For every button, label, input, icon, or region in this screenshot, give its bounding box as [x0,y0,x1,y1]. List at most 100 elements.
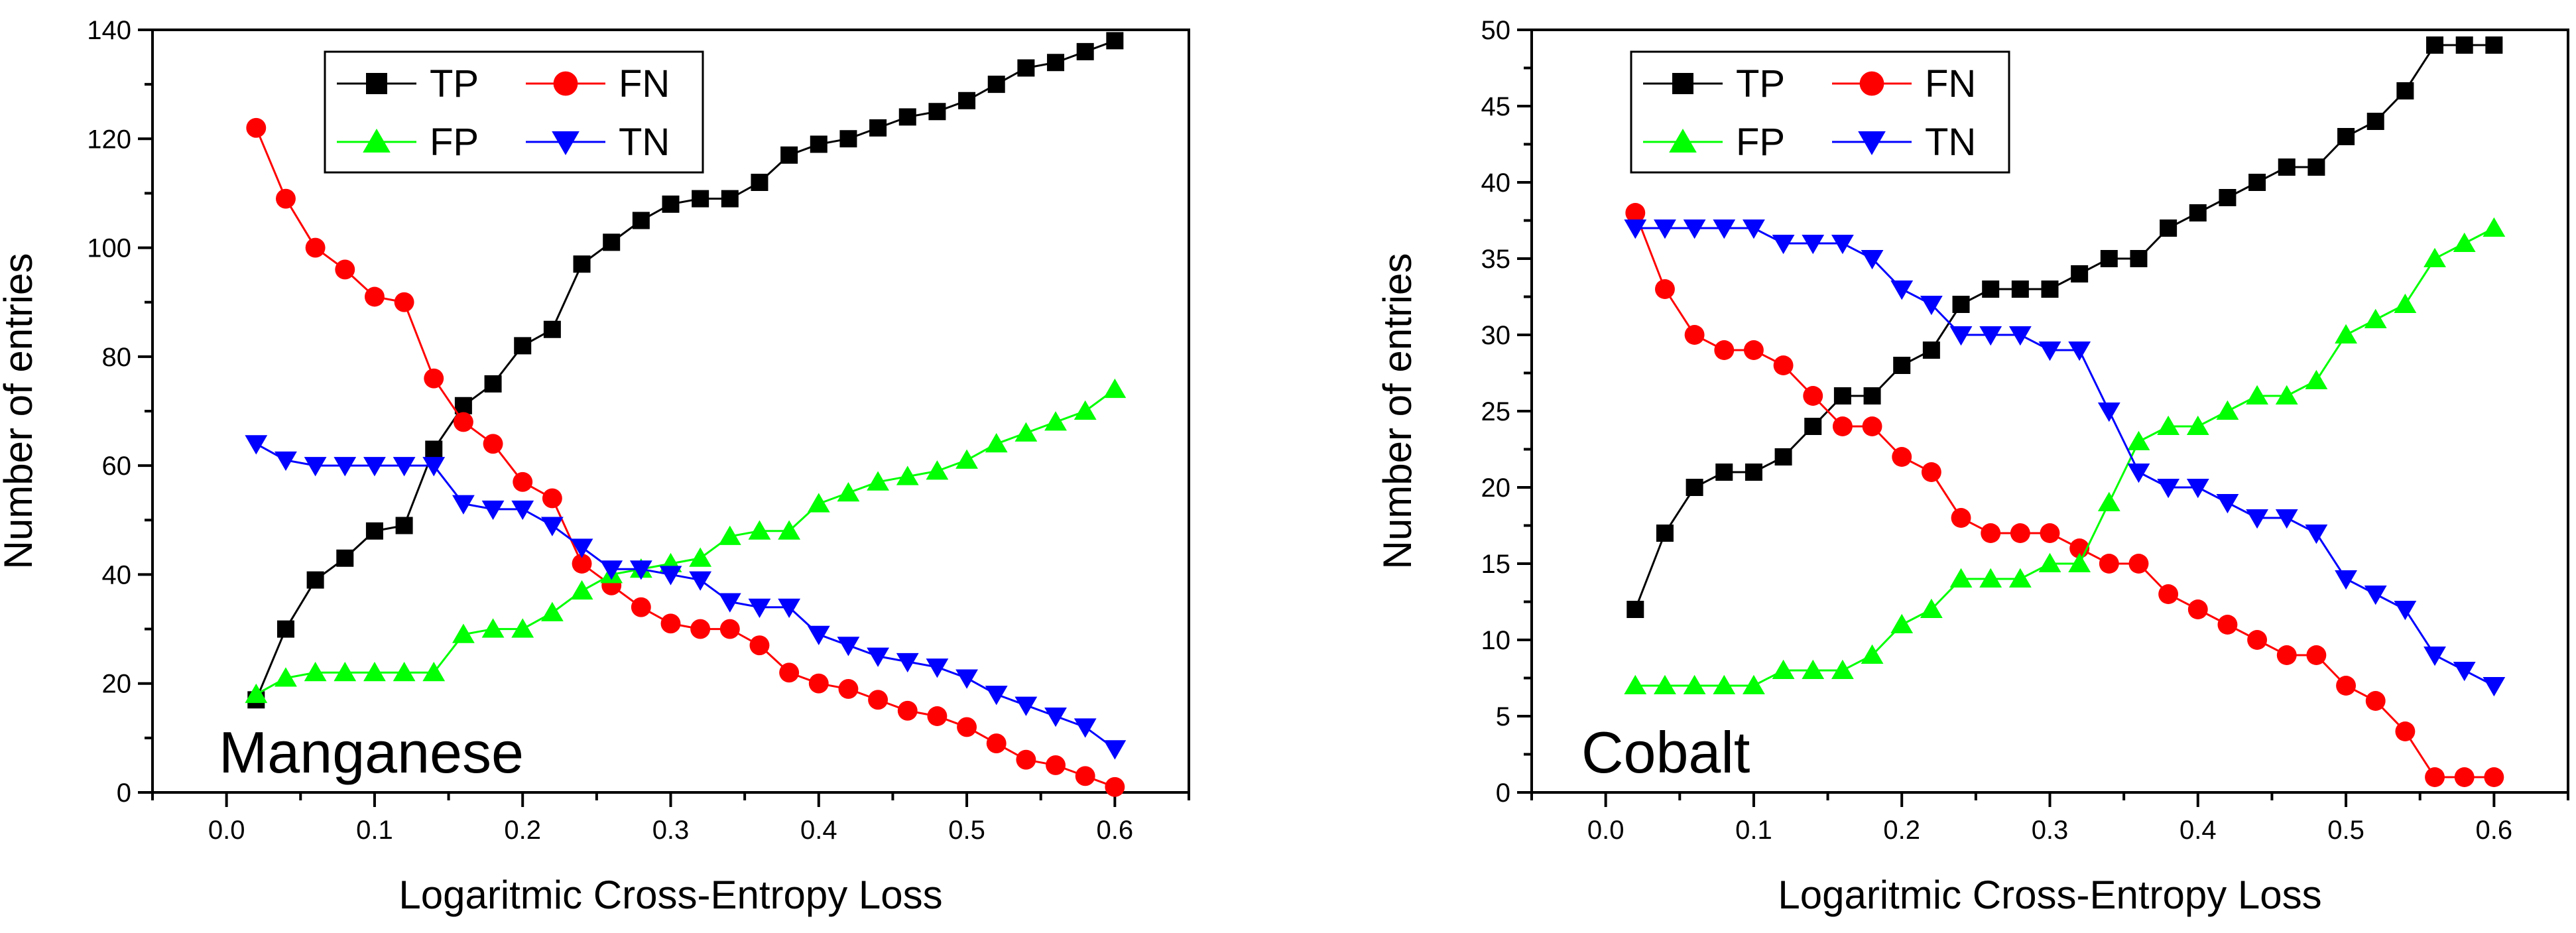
panel-1-point-fn [986,733,1007,754]
panel-2-point-tn [1683,219,1706,239]
panel-1-point-tn [1103,740,1127,760]
panel-2-point-fp [2483,217,2506,237]
panel-1-x-tick-label: 0.2 [504,816,541,845]
panel-1-point-tp [839,130,857,148]
panel-1-point-fn [838,678,859,699]
panel-2-point-tp [2041,280,2059,298]
panel-1-y-tick-label: 120 [87,125,131,154]
panel-1-point-tn [955,669,978,689]
panel-2-point-tp [1626,601,1644,618]
panel-1-point-tn [807,625,830,646]
panel-2-point-fp [1683,674,1706,694]
panel-1-series-line-tn [255,442,1116,750]
panel-1-point-fp [807,493,830,513]
panel-2-legend-label-tp: TP [1736,62,1785,105]
panel-1-legend-marker-fn [553,71,578,96]
panel-1-point-fn [1105,777,1125,797]
panel-2-point-tn [1624,219,1647,239]
panel-1-point-tp [721,190,739,208]
panel-1-point-tp [276,620,294,638]
panel-2-point-fp [1743,674,1765,694]
panel-2-point-fn [1625,203,1646,223]
panel-1-point-tp [958,92,976,109]
panel-2-x-tick-label: 0.4 [2179,816,2217,845]
panel-2-point-fp [2394,293,2417,313]
panel-1-legend-label-fp: FP [430,121,479,164]
panel-2-y-tick-label: 50 [1481,16,1511,45]
panel-1-legend-label-fn: FN [619,62,670,105]
panel-1-point-tn [570,538,593,558]
panel-1-y-tick-label: 80 [102,343,132,372]
panel-2-point-tp [2366,113,2384,130]
panel-2-legend-label-tn: TN [1925,121,1976,164]
panel-1-point-fn [453,412,473,432]
panel-1-point-tp [869,119,887,137]
panel-2-point-tn [2423,647,2446,666]
panel-2-point-fp [1713,674,1736,694]
panel-2-legend-marker-tn [1858,131,1886,155]
panel-1-legend-marker-tp [366,73,387,94]
panel-1-point-tp [987,76,1005,93]
panel-1-point-tp [306,571,324,589]
panel-2-point-fn [2010,523,2030,543]
panel-2-point-tn [2453,662,2476,682]
panel-2-x-tick-label: 0.5 [2327,816,2364,845]
panel-2-y-tick-label: 45 [1481,92,1511,121]
panel-1-point-fp [304,662,327,682]
panel-2-point-fp [2038,552,2061,572]
panel-2-point-tp [1774,448,1792,466]
panel-1-x-tick-label: 0.6 [1097,816,1134,845]
panel-1-point-tp [573,255,591,273]
panel-2-point-fp [2186,415,2209,435]
panel-1-point-tp [810,135,828,153]
panel-2-point-tp [2130,250,2148,267]
panel-2-y-axis-title: Number of entries [1375,253,1420,570]
panel-2-legend: TP FN FP TN [1630,50,2010,174]
panel-1-y-tick-label: 60 [102,452,132,481]
panel-1-point-tp [1017,59,1035,77]
panel-2-point-fn [1773,355,1794,375]
panel-2-point-fn [1921,462,1941,482]
panel-2-point-fn [2306,645,2327,665]
panel-1-point-fp [334,662,357,682]
panel-1-series-tp [247,32,1124,709]
panel-2-point-fp [2335,324,2357,343]
panel-1-point-fp [540,601,564,621]
panel-1-point-tn [659,566,682,586]
panel-2-point-tp [2071,265,2089,282]
panel-1-legend-marker-fp [363,129,391,153]
panel-1-x-tick-label: 0.1 [356,816,393,845]
panel-1-y-tick-label: 40 [102,560,132,590]
panel-2-point-tn [2483,677,2506,697]
panel-1-point-fp [837,481,860,502]
panel-2-point-tn [2364,586,2387,605]
panel-2-point-fn [2276,645,2297,665]
panel-1-point-tn [422,457,446,477]
panel-2-x-tick-label: 0.2 [1883,816,1920,845]
panel-2-point-fn [1951,508,1971,528]
panel-1-point-fp [867,471,889,491]
panel-1-point-fp [1103,378,1127,399]
panel-1-point-fp [245,683,268,704]
panel-2-point-fn [2365,691,2386,711]
panel-1-point-fn [660,613,681,634]
panel-2-point-tn [1802,235,1825,255]
panel-1-y-tick-label: 140 [87,16,131,45]
panel-2-y-tick-label: 10 [1481,626,1511,655]
panel-1-point-tn [481,500,505,521]
panel-2-point-fp [1979,568,2002,588]
panel-2-point-fn [2040,523,2060,543]
panel-2-point-fp [1861,644,1884,664]
panel-2-x-tick-label: 0.1 [1735,816,1772,845]
panel-1-x-tick-label: 0.4 [800,816,837,845]
panel-2-point-tp [2485,36,2503,54]
panel-1-point-tp [1076,42,1094,60]
panel-1-y-tick-label: 20 [102,670,132,699]
panel-1-point-fp [896,466,919,485]
panel-1-point-tn [867,647,889,667]
panel-1-point-tn [1014,696,1038,716]
panel-1-point-fn [719,619,740,639]
panel-1-point-fp [778,520,801,540]
panel-2-series-fp [1624,217,2506,694]
